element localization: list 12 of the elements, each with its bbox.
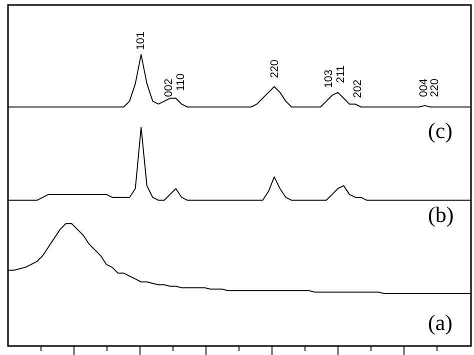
annotation: 202 [352,80,364,98]
annotation: 103 [323,70,335,88]
annotation: 004 [418,78,430,97]
series-label: (b) [428,202,454,227]
series-label: (c) [428,118,452,143]
text: 101 [135,32,147,50]
annotation: 110 [175,73,187,91]
series-label: (a) [428,310,452,335]
annotation: 220 [429,78,441,97]
annotation: 002 [163,78,175,97]
annotation: 220 [269,60,281,78]
annotation: 211 [335,65,347,83]
